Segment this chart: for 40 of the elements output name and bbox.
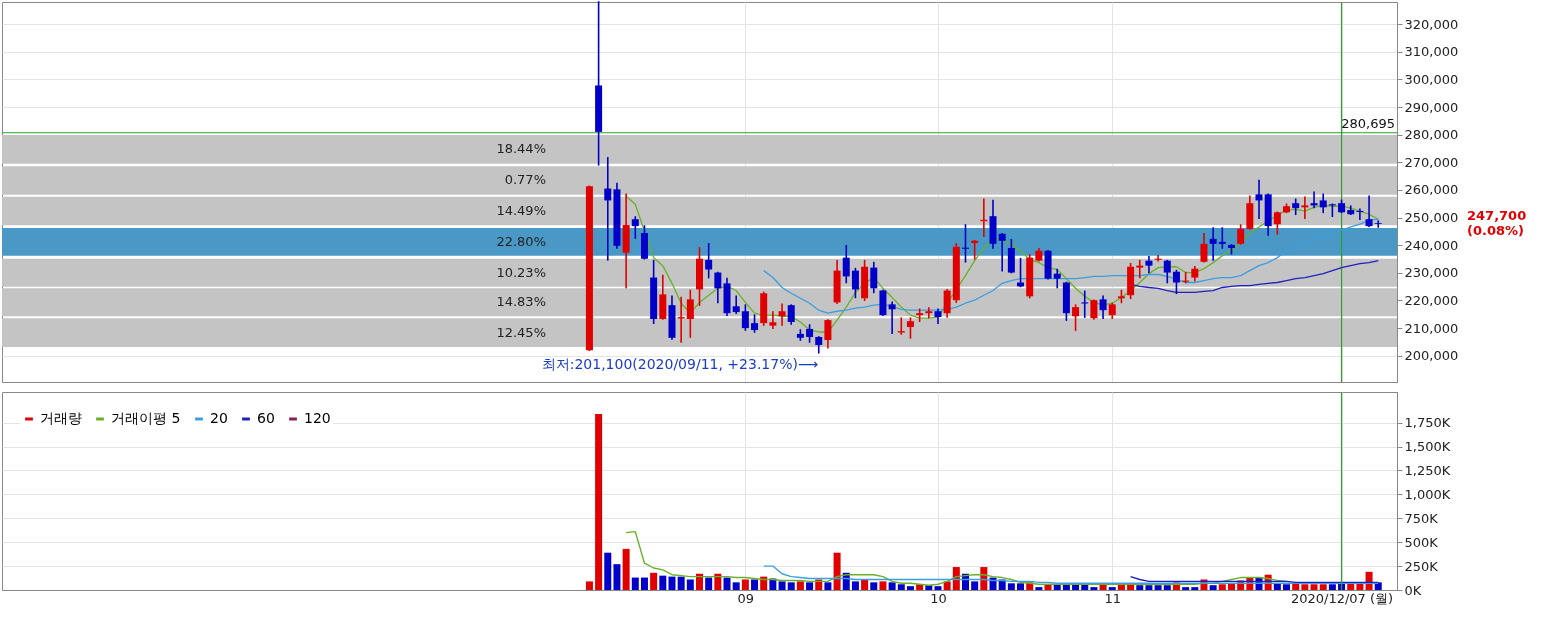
y-tick-label: 750K bbox=[1404, 510, 1439, 526]
y-tick-label: 0K bbox=[1404, 582, 1422, 598]
band-label: 14.83% bbox=[496, 294, 546, 310]
y-tick-label: 1,000K bbox=[1404, 486, 1451, 502]
legend-label: 20 bbox=[210, 410, 228, 426]
y-tick-label: 270,000 bbox=[1404, 154, 1459, 170]
legend-label: 거래량 bbox=[40, 410, 82, 426]
y-tick-label: 300,000 bbox=[1404, 71, 1459, 87]
y-tick-label: 1,250K bbox=[1404, 462, 1451, 478]
text: 247,700 (0.08%) bbox=[1467, 208, 1527, 238]
y-tick-label: 310,000 bbox=[1404, 44, 1459, 60]
x-tick-label: 2020/12/07 (월) bbox=[1290, 590, 1394, 606]
y-tick-label: 320,000 bbox=[1404, 16, 1459, 32]
y-tick-label: 500K bbox=[1404, 534, 1439, 550]
y-tick-label: 1,750K bbox=[1404, 415, 1451, 431]
band-label: 12.45% bbox=[496, 324, 546, 340]
y-tick-label: 280,000 bbox=[1404, 127, 1459, 143]
legend-label: 60 bbox=[257, 410, 275, 426]
y-tick-label: 260,000 bbox=[1404, 182, 1459, 198]
y-tick-label: 250,000 bbox=[1404, 210, 1459, 226]
band-label: 18.44% bbox=[496, 141, 546, 157]
y-tick-label: 240,000 bbox=[1404, 237, 1459, 253]
y-tick-label: 210,000 bbox=[1404, 320, 1459, 336]
y-tick-label: 1,500K bbox=[1404, 439, 1451, 455]
legend-label: 거래이평 5 bbox=[111, 410, 181, 426]
legend-label: 120 bbox=[304, 410, 331, 426]
band-label: 10.23% bbox=[496, 264, 546, 280]
ref-line-label: 280,695 bbox=[1341, 115, 1395, 131]
x-tick-label: 11 bbox=[1104, 590, 1122, 606]
annotation: 최저:201,100(2020/09/11, +23.17%)⟶ bbox=[541, 356, 818, 372]
y-tick-label: 220,000 bbox=[1404, 292, 1459, 308]
x-tick-label: 09 bbox=[737, 590, 755, 606]
y-tick-label: 200,000 bbox=[1404, 348, 1459, 364]
x-tick-label: 10 bbox=[930, 590, 947, 606]
band-label: 14.49% bbox=[496, 203, 546, 219]
y-tick-label: 230,000 bbox=[1404, 265, 1459, 281]
band-label: 22.80% bbox=[496, 233, 546, 249]
y-tick-label: 290,000 bbox=[1404, 99, 1459, 115]
band-label: 0.77% bbox=[504, 172, 546, 188]
y-tick-label: 250K bbox=[1404, 558, 1439, 574]
